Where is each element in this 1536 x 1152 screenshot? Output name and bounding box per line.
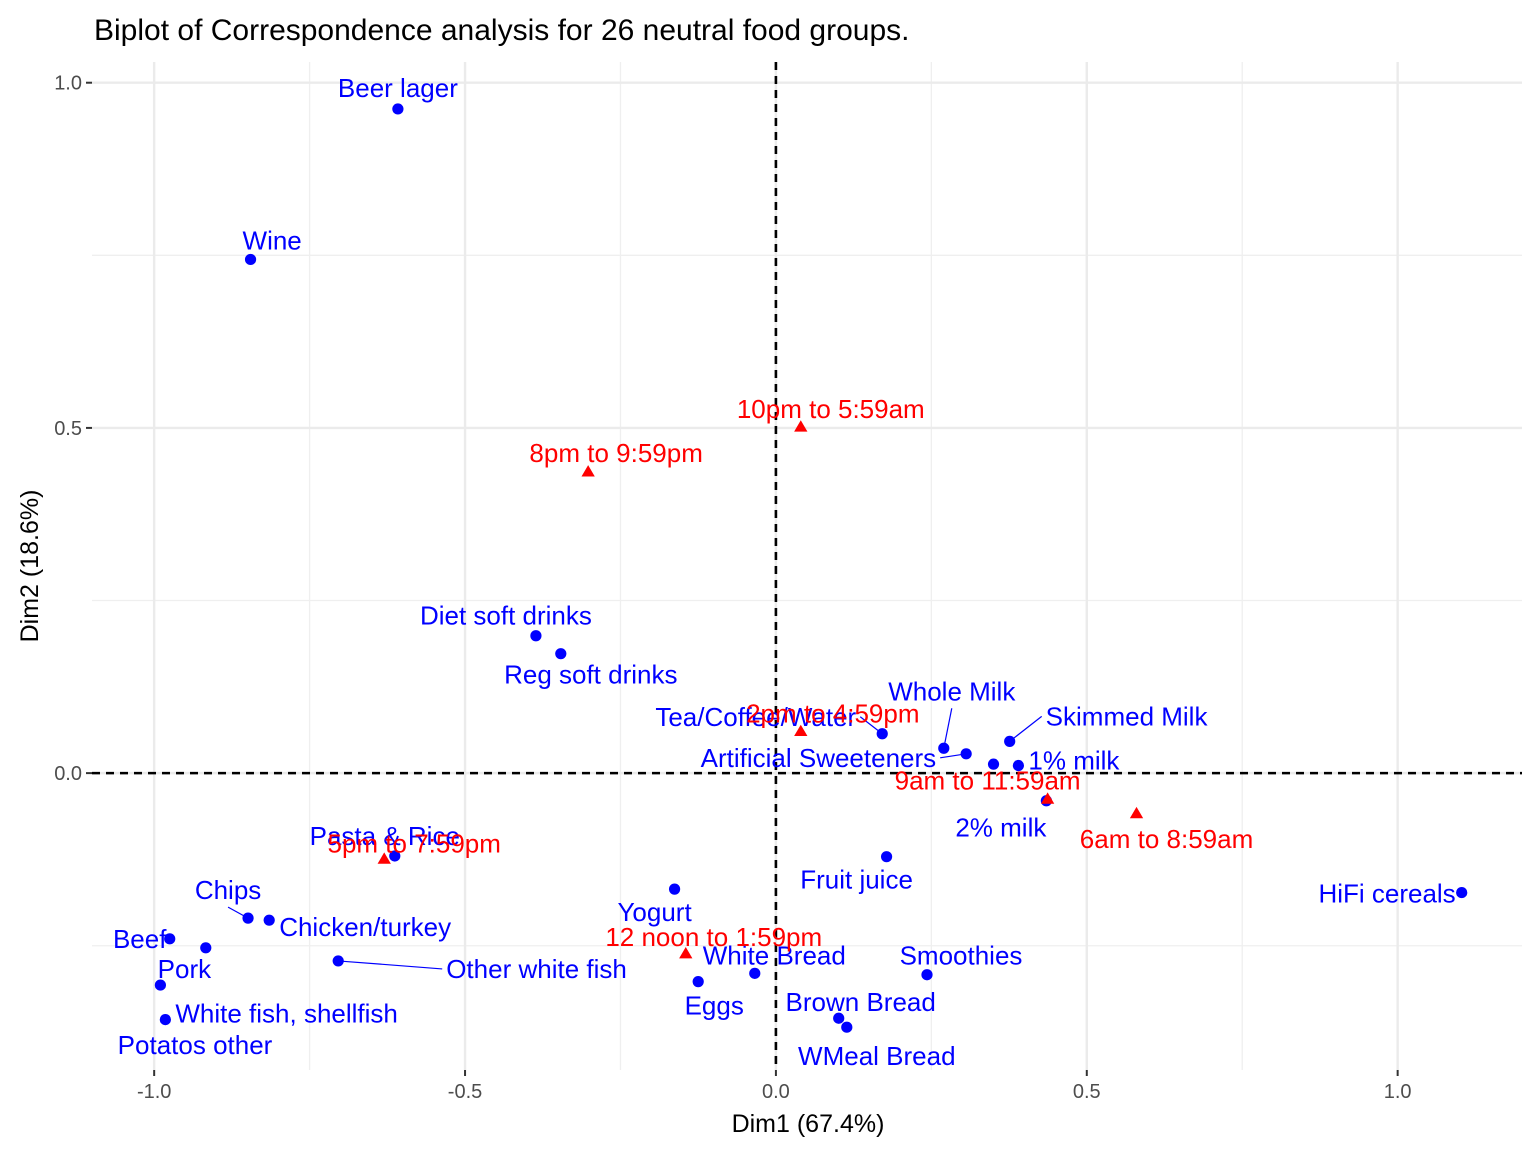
time-point-12-noon-to-1-59pm [679,947,693,959]
food-point-chicken-turkey [263,914,275,926]
food-label-fruit-juice: Fruit juice [800,865,913,895]
food-label-beef: Beef [113,924,167,954]
time-point-6am-to-8-59am [1129,806,1144,819]
food-point-whole-milk [938,742,950,754]
food-label-1-milk: 1% milk [1028,746,1120,776]
time-point-8pm-to-9-59pm [581,465,595,477]
food-point-brown-bread [833,1012,845,1024]
time-label-5pm-to-7-59pm: 5pm to 7:59pm [327,828,500,858]
y-tick-label: 0.0 [54,763,82,785]
food-point-eggs [692,976,704,988]
food-label-wmeal-bread: WMeal Bread [798,1041,956,1071]
food-label-eggs: Eggs [685,991,744,1021]
y-axis-title: Dim2 (18.6%) [16,490,44,643]
food-point-reg-soft-drinks [555,648,567,660]
food-point-smoothies [921,969,933,981]
food-point-white-fish-shellfish [159,1014,171,1026]
food-point-fruit-juice [880,851,893,863]
x-tick-label: 0.0 [762,1081,790,1103]
data-marks [154,103,1468,1033]
label-connectors [227,708,1043,970]
food-label-pasta-rice: Pasta & Rice [310,821,460,851]
food-label-chips: Chips [195,875,261,905]
food-label-reg-soft-drinks: Reg soft drinks [504,660,677,690]
food-point-tea-coffee-water [876,728,888,740]
food-label-smoothies: Smoothies [900,941,1023,971]
food-point-1-milk [1012,759,1024,772]
food-label-artificial-sweeteners: Artificial Sweeteners [701,743,937,773]
food-label-white-bread: White Bread [703,940,846,970]
food-label-chicken-turkey: Chicken/turkey [279,912,451,942]
x-tick-label: 0.5 [1073,1081,1101,1103]
time-label-8pm-to-9-59pm: 8pm to 9:59pm [529,438,702,468]
food-label-2-milk: 2% milk [955,813,1047,843]
x-tick-label: -0.5 [448,1081,482,1103]
food-point-artificial-sweeteners [960,748,972,760]
chart-title: Biplot of Correspondence analysis for 26… [94,14,910,47]
food-label-white-fish-shellfish: White fish, shellfish [175,999,398,1029]
food-label-yogurt: Yogurt [617,897,692,927]
food-point-hifi-cereals [1456,886,1468,899]
food-point-white-bread [749,967,761,979]
food-label-wine: Wine [243,225,302,255]
food-point-unlabeled [200,942,212,954]
x-axis-title: Dim1 (67.4%) [732,1110,885,1138]
food-point-yogurt [668,883,681,895]
point-labels: Beer lager Wine Diet soft drinks Reg soft d… [113,73,1456,1071]
food-point-unlabeled [987,758,1000,770]
food-point-wmeal-bread [841,1021,853,1033]
food-label-skimmed-milk: Skimmed Milk [1046,701,1209,731]
annotation-potatos-other: Potatos other [118,1030,273,1060]
axes: -1.0 -0.5 0.0 0.5 1.0 0.0 0.5 1.0 [54,73,1411,1103]
time-label-10pm-to-5-59am: 10pm to 5:59am [737,394,925,424]
food-point-skimmed-milk [1004,735,1016,747]
y-tick-label: 1.0 [54,73,82,95]
food-point-wine [244,253,257,266]
time-point-9am-to-11-59am [1040,792,1055,804]
label-connector-whole-milk [943,708,953,749]
y-tick-label: 0.5 [54,418,82,440]
time-point-5pm-to-7-59pm [377,852,391,864]
food-label-beer-lager: Beer lager [338,73,458,103]
food-label-whole-milk: Whole Milk [888,676,1016,706]
time-label-12-noon-to-1-59pm: 12 noon to 1:59pm [605,922,822,952]
x-tick-label: -1.0 [137,1081,171,1103]
food-label-brown-bread: Brown Bread [786,987,936,1017]
time-point-2pm-to-4-59pm [794,724,808,737]
food-point-beer-lager [392,103,404,115]
reference-lines [92,62,1522,1070]
food-label-other-white-fish: Other white fish [446,954,627,984]
time-point-10pm-to-5-59am [794,420,808,432]
label-connector-skimmed-milk [1009,715,1043,742]
food-point-diet-soft-drinks [530,630,542,642]
time-label-9am-to-11-59am: 9am to 11:59am [895,765,1081,795]
food-label-hifi-cereals: HiFi cereals [1318,879,1455,909]
food-label-tea-coffee-water: Tea/Coffee/Water [655,702,856,732]
food-point-beef [164,933,176,945]
food-label-diet-soft-drinks: Diet soft drinks [420,601,592,631]
food-point-pork [154,979,166,991]
food-point-pasta-rice [389,850,401,862]
time-label-2pm-to-4-59pm: 2pm to 4:59pm [746,699,919,729]
time-label-6am-to-8-59am: 6am to 8:59am [1080,824,1253,854]
label-connector-other-white-fish [338,960,443,970]
x-tick-label: 1.0 [1384,1081,1412,1103]
food-point-other-white-fish [332,955,344,967]
food-point-chips [242,912,254,924]
food-label-pork: Pork [158,954,212,984]
